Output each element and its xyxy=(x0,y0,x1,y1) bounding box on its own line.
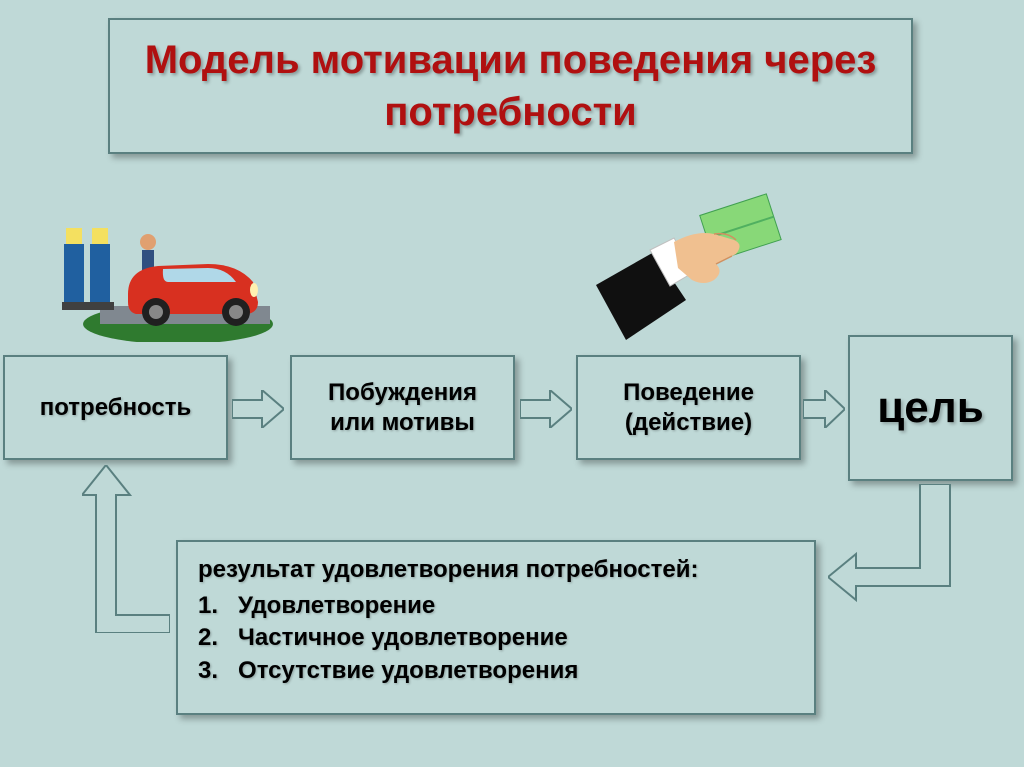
diagram-title-box: Модель мотивации поведения через потребн… xyxy=(108,18,913,154)
result-title: результат удовлетворения потребностей: xyxy=(198,556,794,584)
diagram-title: Модель мотивации поведения через потребн… xyxy=(120,34,901,138)
node-need-label: потребность xyxy=(40,393,192,423)
hand-card-illustration xyxy=(596,190,786,340)
result-item-3: 3. Отсутствие удовлетворения xyxy=(198,655,794,687)
result-item-1: 1. Удовлетворение xyxy=(198,590,794,622)
arrow-behavior-to-goal xyxy=(803,390,845,428)
node-goal-label: цель xyxy=(877,383,984,433)
result-box: результат удовлетворения потребностей: 1… xyxy=(176,540,816,715)
arrow-result-to-need xyxy=(82,465,170,633)
gas-station-illustration xyxy=(58,174,278,342)
arrow-motives-to-behavior xyxy=(520,390,572,428)
arrow-goal-to-result xyxy=(828,484,996,634)
arrow-need-to-motives xyxy=(232,390,284,428)
node-motives: Побуждения или мотивы xyxy=(290,355,515,460)
node-behavior: Поведение (действие) xyxy=(576,355,801,460)
node-need: потребность xyxy=(3,355,228,460)
node-goal: цель xyxy=(848,335,1013,481)
node-motives-label: Побуждения или мотивы xyxy=(328,378,477,438)
result-item-2: 2. Частичное удовлетворение xyxy=(198,622,794,654)
node-behavior-label: Поведение (действие) xyxy=(623,378,754,438)
